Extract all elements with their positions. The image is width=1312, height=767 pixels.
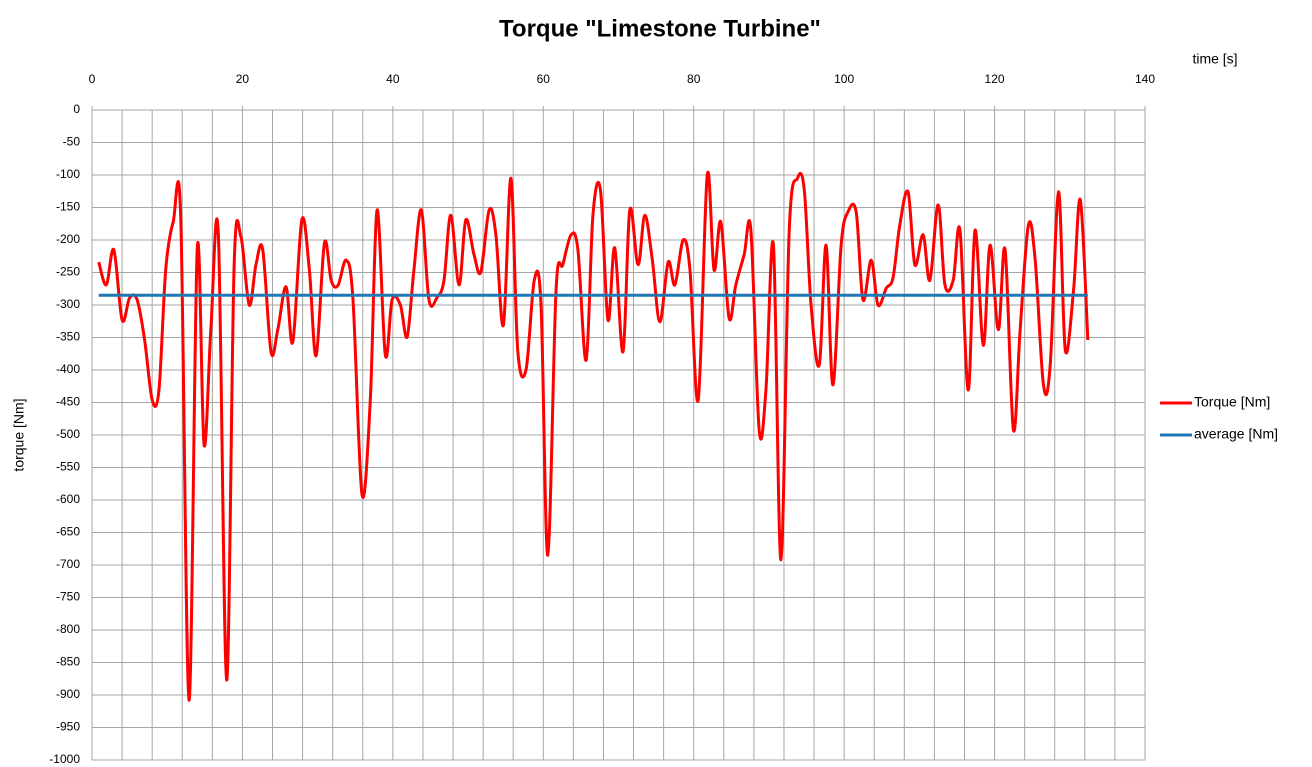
y-tick-label: -150 [56, 200, 80, 214]
y-tick-label: -1000 [49, 752, 80, 766]
y-tick-label: -650 [56, 525, 80, 539]
legend-label: average [Nm] [1194, 426, 1278, 442]
y-tick-label: -300 [56, 297, 80, 311]
y-tick-label: -600 [56, 492, 80, 506]
y-tick-label: -350 [56, 330, 80, 344]
y-tick-label: -900 [56, 687, 80, 701]
x-axis-label: time [s] [1192, 51, 1237, 67]
x-tick-label: 140 [1135, 72, 1155, 86]
y-tick-label: -550 [56, 460, 80, 474]
y-tick-label: -750 [56, 590, 80, 604]
chart-title: Torque "Limestone Turbine" [499, 15, 821, 42]
y-tick-label: -200 [56, 232, 80, 246]
y-tick-label: -950 [56, 720, 80, 734]
y-tick-label: -800 [56, 622, 80, 636]
y-tick-label: -700 [56, 557, 80, 571]
x-tick-label: 40 [386, 72, 400, 86]
y-axis-label: torque [Nm] [11, 398, 27, 471]
x-tick-label: 100 [834, 72, 854, 86]
x-tick-label: 0 [89, 72, 96, 86]
y-tick-label: -50 [63, 135, 81, 149]
y-tick-label: -450 [56, 395, 80, 409]
y-tick-label: -500 [56, 427, 80, 441]
y-tick-label: -400 [56, 362, 80, 376]
x-tick-label: 60 [537, 72, 551, 86]
y-tick-label: -250 [56, 265, 80, 279]
x-tick-label: 120 [985, 72, 1005, 86]
y-tick-label: 0 [73, 102, 80, 116]
series-line [97, 170, 1090, 702]
y-tick-label: -850 [56, 655, 80, 669]
y-tick-label: -100 [56, 167, 80, 181]
x-tick-label: 20 [236, 72, 250, 86]
x-tick-label: 80 [687, 72, 701, 86]
legend-label: Torque [Nm] [1194, 394, 1270, 410]
